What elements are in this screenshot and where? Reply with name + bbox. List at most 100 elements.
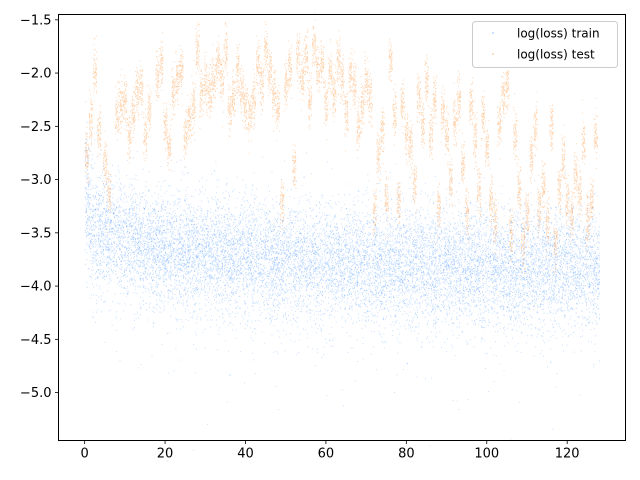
test-point-cluster xyxy=(239,65,244,122)
test-point-cluster xyxy=(231,69,236,117)
test-point-cluster xyxy=(593,97,598,170)
test-point-cluster xyxy=(179,45,184,106)
test-point-cluster xyxy=(352,51,357,110)
test-point-cluster xyxy=(585,194,590,253)
test-point-cluster xyxy=(267,49,273,97)
test-point-cluster xyxy=(420,97,425,148)
test-point-cluster xyxy=(247,94,252,154)
test-point-cluster xyxy=(328,39,333,110)
test-point-cluster xyxy=(195,21,200,74)
test-point-cluster xyxy=(215,35,220,94)
x-tick-label: 20 xyxy=(157,447,174,462)
test-point-cluster xyxy=(493,193,498,258)
y-axis: −5.0 −4.5 −4.0 −3.5 −3.0 −2.5 −2.0 −1.5 xyxy=(20,13,59,401)
legend-marker-test xyxy=(492,53,494,55)
test-point-cluster xyxy=(517,159,522,214)
y-tick-label: −2.5 xyxy=(20,120,52,135)
test-point-cluster xyxy=(304,28,309,92)
test-point-cluster xyxy=(573,143,578,209)
test-point-cluster xyxy=(569,176,574,242)
test-point-cluster xyxy=(368,72,373,128)
test-point-cluster xyxy=(271,65,277,132)
test-point-cluster xyxy=(380,107,385,165)
test-point-cluster xyxy=(545,187,550,258)
test-point-cluster xyxy=(251,68,257,130)
test-point-cluster xyxy=(275,85,281,142)
test-point-cluster xyxy=(316,45,321,93)
test-point-cluster xyxy=(139,60,144,115)
x-axis: 0 20 40 60 80 100 120 xyxy=(80,440,580,462)
series-test-points xyxy=(84,12,598,274)
test-point-cluster xyxy=(472,100,478,170)
legend-marker-train xyxy=(492,32,494,34)
x-tick-label: 0 xyxy=(80,447,88,462)
test-point-cluster xyxy=(553,218,558,274)
test-point-cluster xyxy=(93,35,98,102)
test-point-cluster xyxy=(428,107,434,160)
x-tick-label: 100 xyxy=(474,447,499,462)
test-point-cluster xyxy=(525,192,530,248)
test-point-cluster xyxy=(159,32,164,91)
y-tick-label: −4.5 xyxy=(20,333,52,348)
test-point-cluster xyxy=(344,92,349,152)
test-point-cluster xyxy=(183,109,188,168)
test-point-cluster xyxy=(565,174,570,226)
legend-label-test: log(loss) test xyxy=(517,48,595,62)
train-points xyxy=(84,101,601,451)
test-point-cluster xyxy=(300,43,305,112)
train-points xyxy=(84,128,601,462)
test-point-cluster xyxy=(577,165,582,222)
test-point-cluster xyxy=(432,75,438,125)
test-point-cluster xyxy=(356,96,361,159)
test-point-cluster xyxy=(88,89,94,153)
test-point-cluster xyxy=(360,76,365,134)
test-point-cluster xyxy=(207,63,212,119)
y-tick-label: −1.5 xyxy=(20,13,52,28)
test-point-cluster xyxy=(115,81,120,141)
test-point-cluster xyxy=(509,208,514,262)
test-point-cluster xyxy=(364,51,369,109)
test-point-cluster xyxy=(529,136,534,185)
test-point-cluster xyxy=(541,160,546,209)
test-point-cluster xyxy=(84,126,90,184)
test-point-cluster xyxy=(296,33,301,89)
test-point-cluster xyxy=(348,47,353,110)
train-points xyxy=(84,132,601,440)
test-point-cluster xyxy=(227,84,232,137)
test-point-cluster xyxy=(404,105,409,166)
test-point-cluster xyxy=(119,68,124,134)
x-tick-label: 40 xyxy=(237,447,254,462)
test-point-cluster xyxy=(243,84,248,130)
test-point-cluster xyxy=(448,154,454,207)
test-point-cluster xyxy=(444,106,450,166)
test-point-cluster xyxy=(255,35,261,94)
test-point-cluster xyxy=(408,120,413,178)
test-point-cluster xyxy=(489,174,494,229)
test-point-cluster xyxy=(501,61,506,123)
test-point-cluster xyxy=(223,22,228,78)
test-point-cluster xyxy=(485,119,490,167)
y-tick-label: −3.5 xyxy=(20,226,52,241)
x-tick-label: 80 xyxy=(398,447,415,462)
test-point-cluster xyxy=(440,86,446,143)
test-point-cluster xyxy=(199,69,204,130)
test-point-cluster xyxy=(324,80,329,141)
test-point-cluster xyxy=(292,143,297,189)
test-point-cluster xyxy=(497,102,502,160)
test-point-cluster xyxy=(388,38,393,83)
test-point-cluster xyxy=(561,124,566,180)
test-point-cluster xyxy=(219,58,224,128)
test-point-cluster xyxy=(452,82,458,147)
test-point-cluster xyxy=(521,218,526,274)
legend-label-train: log(loss) train xyxy=(517,27,600,41)
test-point-cluster xyxy=(336,30,341,96)
test-point-cluster xyxy=(312,12,317,67)
test-point-cluster xyxy=(513,93,518,165)
test-point-cluster xyxy=(412,165,417,214)
x-tick-label: 60 xyxy=(318,447,335,462)
test-point-cluster xyxy=(537,174,542,239)
y-tick-label: −2.0 xyxy=(20,67,52,82)
test-point-cluster xyxy=(457,70,462,131)
